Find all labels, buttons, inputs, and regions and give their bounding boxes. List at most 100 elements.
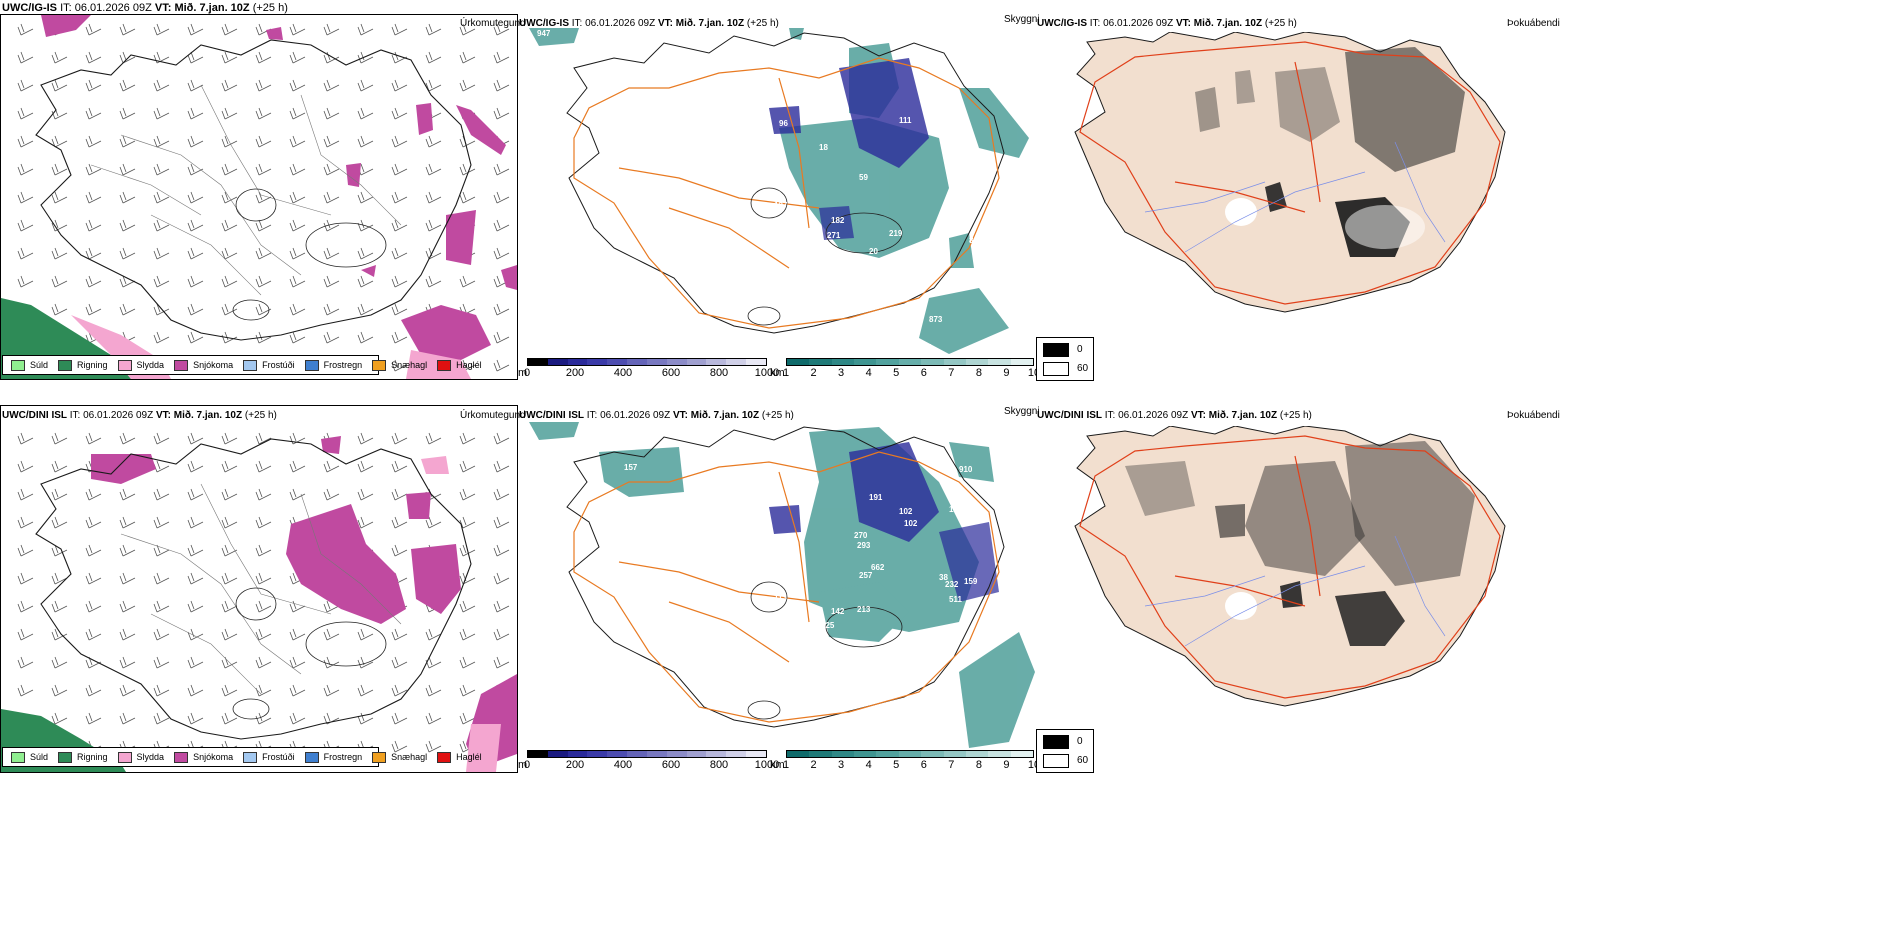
ceiling-value-label: 511 xyxy=(949,595,962,604)
legend-swatch xyxy=(117,751,132,763)
ceiling-value-label: 20 xyxy=(869,247,878,256)
colorbar-tick-label: 0 xyxy=(523,759,531,771)
ceiling-value-label: 113 xyxy=(774,593,787,602)
colorbar-tick-label: 400 xyxy=(613,367,633,379)
colorbar-tick-label: 6 xyxy=(920,759,927,771)
colorbar-tick-label: 8 xyxy=(975,367,982,379)
panel-title-visibility: Skyggni xyxy=(1004,406,1040,417)
legend-item-slydda: Slydda xyxy=(117,751,164,763)
colorbar-tick-label: 7 xyxy=(948,367,955,379)
colorbar-tick-label: 600 xyxy=(661,367,681,379)
legend-label: Frostúði xyxy=(262,360,295,370)
rivers xyxy=(1144,141,1446,253)
colorbar-tick-label: 9 xyxy=(1003,759,1010,771)
legend-swatch xyxy=(117,359,132,371)
legend-swatch xyxy=(437,751,452,763)
ceiling-value-label: 18 xyxy=(819,143,828,152)
snow-area xyxy=(456,105,506,155)
colorbar-tick-label: 6 xyxy=(920,367,927,379)
iceland-coast xyxy=(566,32,1005,334)
ceiling-colorbar-ticks: 0 200 400 600 800 1000 xyxy=(523,758,779,772)
snow-area xyxy=(41,15,91,37)
colorbar-tick-label: 4 xyxy=(865,759,872,771)
fog-legend-swatch-0 xyxy=(1043,735,1069,749)
glacier-white xyxy=(1225,198,1425,249)
ceiling-value-label: 159 xyxy=(964,577,978,586)
panel-title-precip-type: Úrkomutegund xyxy=(460,410,526,421)
snow-area xyxy=(286,504,406,624)
wind-barbs xyxy=(17,23,510,372)
legend-label: Rigning xyxy=(77,360,108,370)
colorbar-tick-label: 5 xyxy=(893,759,900,771)
glaciers xyxy=(747,187,903,326)
ceiling-value-label: 271 xyxy=(827,231,841,240)
ceiling-value-labels: 947 96 18 59 111 57 137 182 271 219 20 822 873 931 xyxy=(537,29,983,352)
precip-type-legend: Súld Rigning Slydda Snjókoma Frostúði Frostre… xyxy=(2,355,482,375)
row-header-bottom-1: UWC/DINI ISL IT: 06.01.2026 09Z VT: Mið.… xyxy=(2,410,277,421)
colorbar-tick-label: 2 xyxy=(810,367,817,379)
visibility-colorbar-ticks: 1 2 3 4 5 6 7 8 9 10 xyxy=(782,366,1040,380)
precip-panel-frame-top xyxy=(0,14,518,380)
ceiling-value-label: 137 xyxy=(774,201,788,210)
road-network xyxy=(573,451,1000,723)
legend-swatch xyxy=(372,359,387,371)
ceiling-value-label: 213 xyxy=(857,605,871,614)
rivers xyxy=(1144,535,1446,647)
visibility-colorbar-bottom: 1 2 3 4 5 6 7 8 9 10 km xyxy=(770,750,1040,772)
legend-label: Slydda xyxy=(136,360,165,370)
snow-area xyxy=(361,265,376,277)
legend-item-snæhagl: Snæhagl xyxy=(372,359,427,371)
legend-swatch xyxy=(58,359,73,371)
fog-legend-top: 0 60 xyxy=(1036,337,1094,381)
visibility-unit: km xyxy=(770,759,785,771)
ceiling-value-label: 425 xyxy=(821,621,835,630)
ceiling-value-label: 182 xyxy=(831,216,845,225)
legend-swatch xyxy=(58,751,73,763)
legend-label: Snjókoma xyxy=(193,360,234,370)
ceiling-value-label: 910 xyxy=(959,465,973,474)
iceland-land xyxy=(1074,426,1506,707)
colorbar-tick-label: 4 xyxy=(865,367,872,379)
legend-label: Haglél xyxy=(456,752,482,762)
ceiling-value-label: 59 xyxy=(859,173,868,182)
visibility-map-bottom: 157 910 191 102 102 147 270 293 662 257 38 232 159 51… xyxy=(519,422,1035,748)
row-header-top-1: UWC/IG-IS IT: 06.01.2026 09Z VT: Mið. 7.… xyxy=(2,2,288,14)
row-header-bottom-3: UWC/DINI ISL IT: 06.01.2026 09Z VT: Mið.… xyxy=(1037,410,1312,421)
colorbar-tick-label: 3 xyxy=(838,367,845,379)
ceiling-value-label: 219 xyxy=(889,229,903,238)
legend-label: Súld xyxy=(30,360,49,370)
colorbar-tick-label: 1000 xyxy=(754,759,780,771)
legend-item-snæhagl: Snæhagl xyxy=(372,751,427,763)
panel-title-fog: Þokuábendi xyxy=(1507,18,1560,29)
visibility-colorbar-gradient xyxy=(786,358,1034,366)
ceiling-value-label: 822 xyxy=(969,236,983,245)
legend-item-haglél: Haglél xyxy=(437,359,482,371)
legend-item-frostregn: Frostregn xyxy=(304,359,363,371)
colorbar-tick-label: 600 xyxy=(661,759,681,771)
colorbar-tick-label: 400 xyxy=(613,759,633,771)
fog-legend-bottom: 0 60 xyxy=(1036,729,1094,773)
legend-item-frostúði: Frostúði xyxy=(243,751,295,763)
panel-title-fog: Þokuábendi xyxy=(1507,410,1560,421)
snow-area xyxy=(266,27,283,40)
ceiling-value-label: 111 xyxy=(899,116,912,125)
legend-label: Frostregn xyxy=(323,360,363,370)
snow-area xyxy=(416,103,433,135)
colorbar-tick-label: 200 xyxy=(565,367,585,379)
legend-item-haglél: Haglél xyxy=(437,751,482,763)
glaciers xyxy=(747,581,903,720)
fog-legend-swatch-60 xyxy=(1043,362,1069,376)
snow-area xyxy=(446,210,476,265)
legend-swatch xyxy=(174,359,189,371)
colorbar-tick-label: 1 xyxy=(782,367,790,379)
panel-title-visibility: Skyggni xyxy=(1004,14,1040,25)
ceiling-low-areas xyxy=(769,442,999,602)
legend-swatch xyxy=(243,359,258,371)
colorbar-tick-label: 5 xyxy=(893,367,900,379)
legend-swatch xyxy=(174,751,189,763)
fog-legend-label-60: 60 xyxy=(1077,363,1089,374)
fog-map-top xyxy=(1065,32,1525,352)
fog-map-bottom xyxy=(1065,426,1525,746)
iceland-coast xyxy=(35,39,472,341)
